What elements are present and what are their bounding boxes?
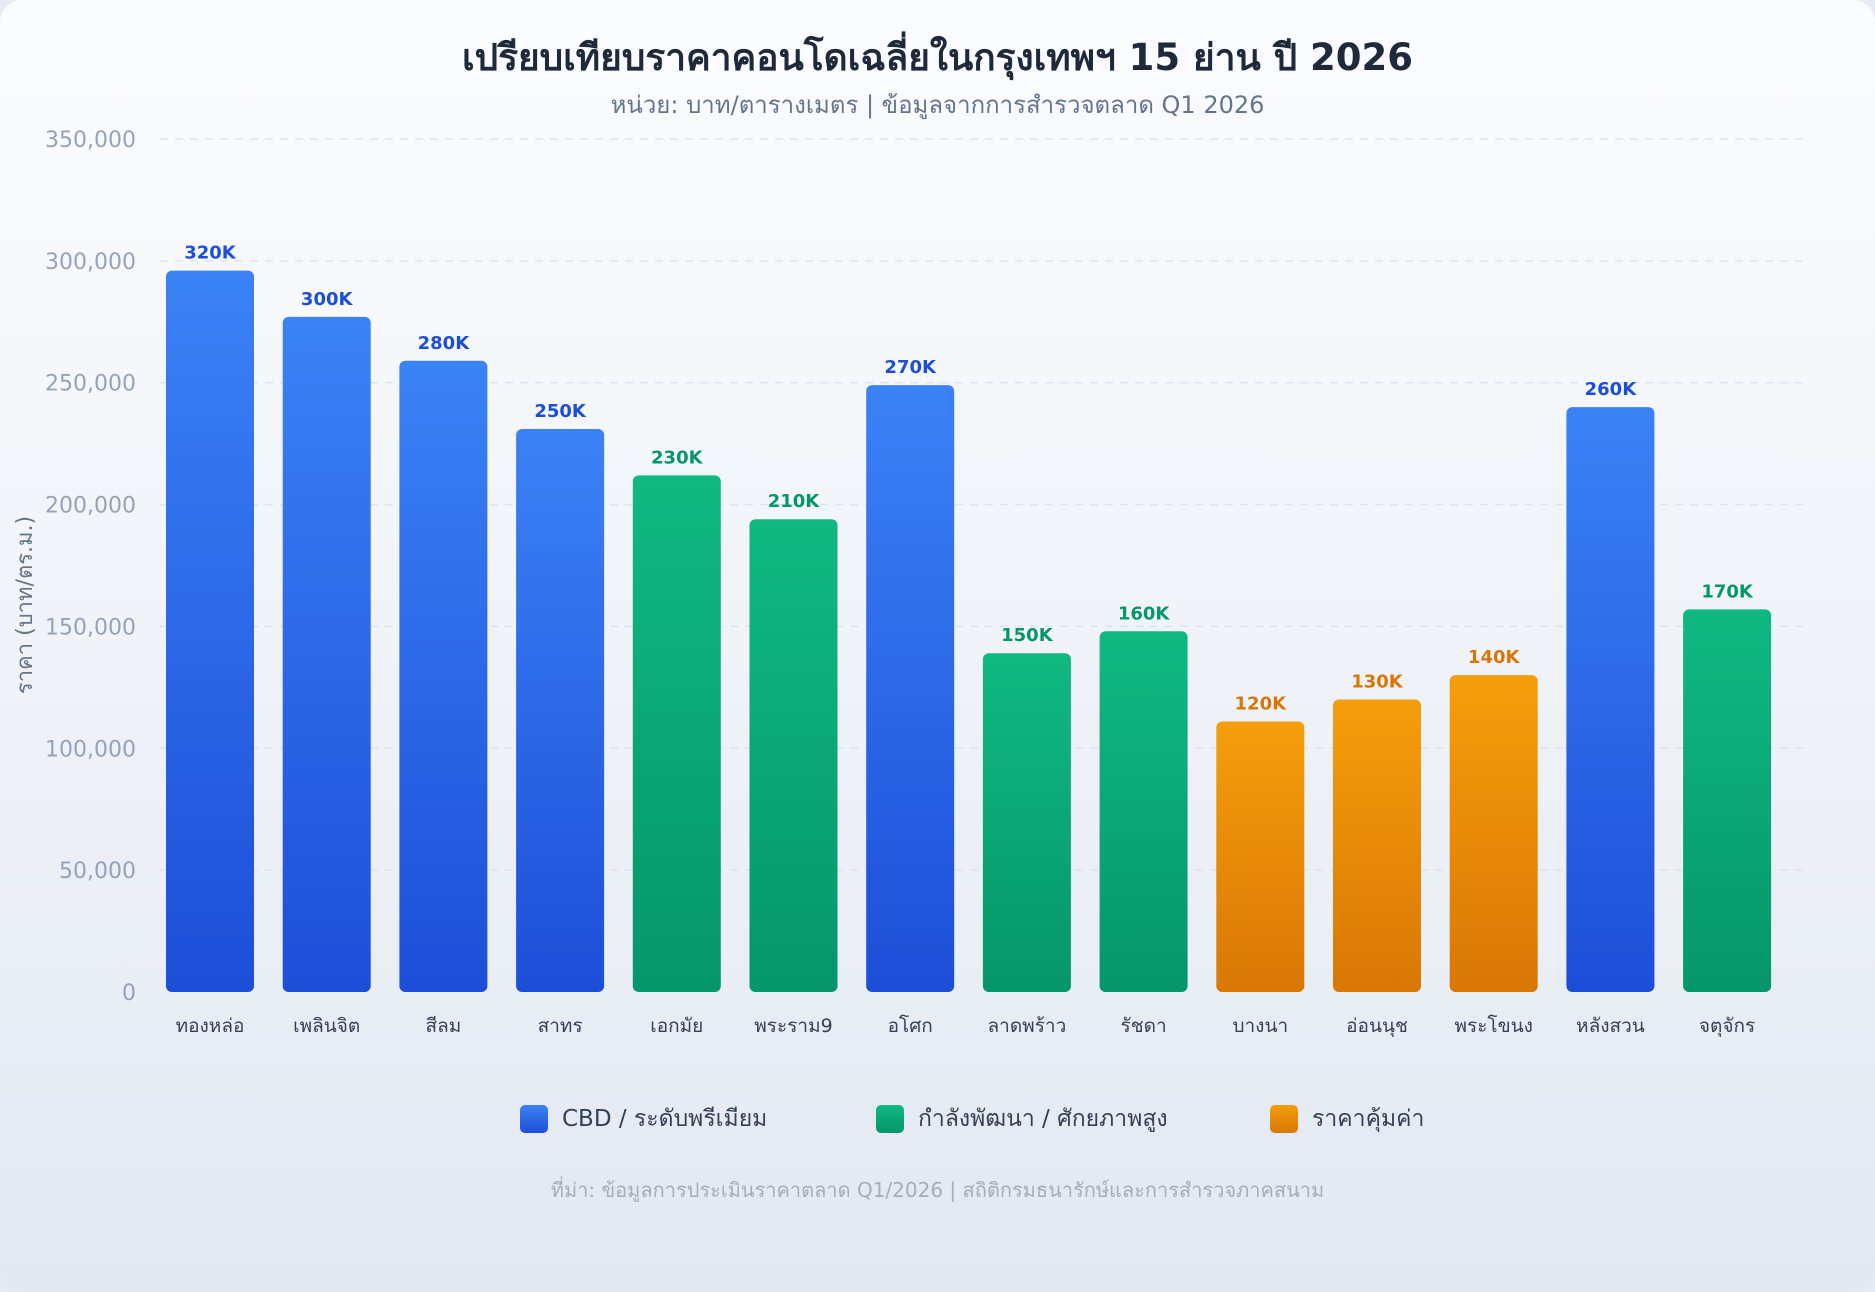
bar-data-label: 120K <box>1235 693 1288 714</box>
bar-data-label: 150K <box>1001 625 1054 646</box>
y-tick-label: 50,000 <box>59 859 136 884</box>
x-tick-label: อ่อนนุช <box>1346 1015 1408 1038</box>
legend-label: กำลังพัฒนา / ศักยภาพสูง <box>918 1106 1168 1132</box>
y-axis-label: ราคา (บาท/ตร.ม.) <box>13 516 38 694</box>
bar-data-label: 280K <box>418 333 471 354</box>
legend-item-value[interactable]: ราคาคุ้มค่า <box>1270 1102 1424 1136</box>
bar-value[interactable] <box>1333 699 1421 992</box>
bar-growth[interactable] <box>982 653 1071 992</box>
bar-data-label: 170K <box>1701 581 1754 602</box>
chart-title: เปรียบเทียบราคาคอนโดเฉลี่ยในกรุงเทพฯ 15 … <box>461 36 1414 79</box>
bar-growth[interactable] <box>749 519 838 992</box>
legend-label: CBD / ระดับพรีเมียม <box>562 1106 768 1132</box>
bar-cbd[interactable] <box>866 385 955 992</box>
y-tick-label: 150,000 <box>45 615 136 640</box>
y-tick-label: 350,000 <box>45 128 136 153</box>
bar-data-label: 270K <box>884 357 937 378</box>
bar-data-label: 320K <box>184 243 237 264</box>
bar-growth[interactable] <box>1099 631 1188 992</box>
x-tick-label: บางนา <box>1232 1015 1288 1037</box>
x-tick-label: พระราม9 <box>754 1015 832 1037</box>
bar-data-label: 210K <box>768 491 821 512</box>
legend-swatch <box>520 1105 548 1133</box>
y-tick-label: 0 <box>122 981 136 1006</box>
bar-growth[interactable] <box>1683 609 1772 992</box>
y-tick-label: 250,000 <box>45 372 136 397</box>
bar-value[interactable] <box>1449 675 1538 992</box>
bar-growth[interactable] <box>632 475 721 993</box>
legend-swatch <box>876 1105 904 1133</box>
x-tick-label: จตุจักร <box>1699 1015 1755 1038</box>
x-tick-label: พระโขนง <box>1454 1014 1532 1037</box>
bar-value[interactable] <box>1216 721 1305 992</box>
bar-cbd[interactable] <box>399 360 488 992</box>
x-tick-label: หลังสวน <box>1576 1015 1645 1037</box>
x-tick-label: รัชดา <box>1121 1015 1167 1037</box>
bar-data-label: 250K <box>534 401 587 422</box>
legend-item-cbd[interactable]: CBD / ระดับพรีเมียม <box>520 1102 767 1136</box>
x-tick-label: ลาดพร้าว <box>988 1015 1067 1037</box>
legend-label: ราคาคุ้มค่า <box>1312 1106 1425 1132</box>
y-tick-label: 200,000 <box>45 494 136 519</box>
bar-data-label: 300K <box>301 289 354 310</box>
bar-data-label: 140K <box>1468 647 1521 668</box>
bar-cbd[interactable] <box>1566 407 1655 993</box>
legend-swatch <box>1270 1105 1298 1133</box>
bar-cbd[interactable] <box>166 270 254 992</box>
y-tick-label: 300,000 <box>45 250 136 275</box>
legend-item-growth[interactable]: กำลังพัฒนา / ศักยภาพสูง <box>876 1102 1168 1136</box>
x-tick-label: เพลินจิต <box>293 1015 360 1037</box>
source-note: ที่ม่า: ข้อมูลการประเมินราคาตลาด Q1/2026… <box>550 1178 1325 1202</box>
bar-cbd[interactable] <box>282 316 371 992</box>
x-tick-label: ทองหล่อ <box>176 1015 245 1037</box>
bar-data-label: 260K <box>1585 379 1638 400</box>
bar-data-label: 130K <box>1351 672 1404 693</box>
x-tick-label: อโศก <box>888 1014 933 1037</box>
chart-subtitle: หน่วย: บาท/ตารางเมตร | ข้อมูลจากการสำรวจ… <box>610 91 1265 119</box>
bar-cbd[interactable] <box>516 429 605 992</box>
x-tick-label: เอกมัย <box>650 1015 703 1037</box>
x-tick-label: สีลม <box>426 1015 462 1037</box>
bar-data-label: 160K <box>1118 603 1171 624</box>
x-tick-label: สาทร <box>538 1015 583 1037</box>
bar-data-label: 230K <box>651 447 704 468</box>
legend: CBD / ระดับพรีเมียม กำลังพัฒนา / ศักยภาพส… <box>0 1102 1875 1136</box>
y-tick-label: 100,000 <box>45 737 136 762</box>
